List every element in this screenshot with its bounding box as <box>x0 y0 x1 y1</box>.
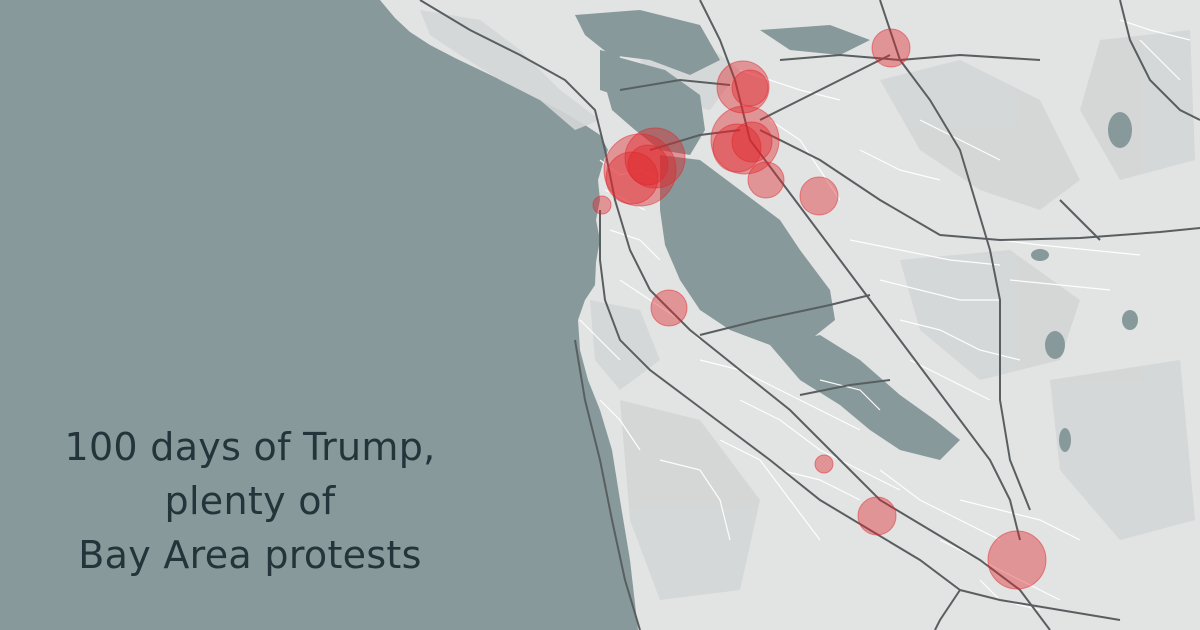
protest-marker[interactable] <box>712 123 762 173</box>
protest-markers <box>592 28 1047 590</box>
protest-marker[interactable] <box>605 151 659 205</box>
highway-101-peninsula <box>604 149 1051 630</box>
protest-marker[interactable] <box>716 60 770 114</box>
protest-marker[interactable] <box>857 496 897 536</box>
richmond-bridge <box>619 78 731 91</box>
headline: 100 days of Trump, plenty of Bay Area pr… <box>40 420 460 582</box>
hill-shading <box>420 10 1195 600</box>
headline-line-1: 100 days of Trump, <box>64 425 436 469</box>
protest-marker[interactable] <box>814 454 834 474</box>
bay-bridge <box>649 129 741 151</box>
highway-1-coast <box>574 339 641 630</box>
san-francisco-bay-north <box>605 55 705 155</box>
highway-880 <box>749 139 1021 541</box>
protest-marker[interactable] <box>624 127 686 189</box>
san-francisco-bay-central <box>660 155 835 345</box>
highway-580 <box>759 129 1200 242</box>
inland-water <box>575 10 1138 460</box>
headline-line-3: Bay Area protests <box>78 533 422 577</box>
highway-17 <box>934 589 961 630</box>
protest-marker[interactable] <box>871 28 911 68</box>
san-pablo-bay <box>575 10 720 75</box>
protest-marker[interactable] <box>747 161 785 199</box>
protest-marker[interactable] <box>650 289 688 327</box>
san-francisco-bay-south <box>770 335 960 460</box>
protest-marker[interactable] <box>987 530 1047 590</box>
headline-line-2: plenty of <box>164 479 336 523</box>
protest-marker[interactable] <box>799 176 839 216</box>
protest-marker[interactable] <box>627 144 669 186</box>
highway-80 <box>699 0 751 141</box>
highway-101-north <box>419 0 606 151</box>
protest-marker[interactable] <box>731 121 773 163</box>
protest-marker[interactable] <box>710 105 780 175</box>
highway-24 <box>759 54 891 121</box>
dumbarton-bridge <box>799 379 891 396</box>
grizzly-bay <box>760 25 870 55</box>
minor-roads <box>579 19 1191 611</box>
protest-marker[interactable] <box>731 69 769 107</box>
highway-680 <box>899 59 1031 511</box>
protest-marker[interactable] <box>592 195 612 215</box>
san-mateo-bridge <box>699 294 871 336</box>
